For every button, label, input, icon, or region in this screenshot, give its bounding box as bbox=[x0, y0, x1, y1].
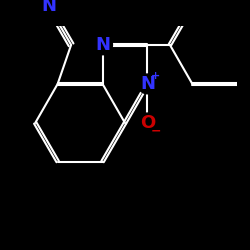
Text: O: O bbox=[140, 114, 155, 132]
Circle shape bbox=[93, 35, 112, 55]
Text: −: − bbox=[150, 124, 161, 138]
Text: N: N bbox=[41, 0, 56, 15]
Circle shape bbox=[138, 74, 157, 94]
Text: +: + bbox=[151, 71, 160, 81]
Circle shape bbox=[39, 0, 58, 16]
Text: N: N bbox=[140, 75, 155, 93]
Text: N: N bbox=[95, 36, 110, 54]
Circle shape bbox=[138, 113, 157, 133]
